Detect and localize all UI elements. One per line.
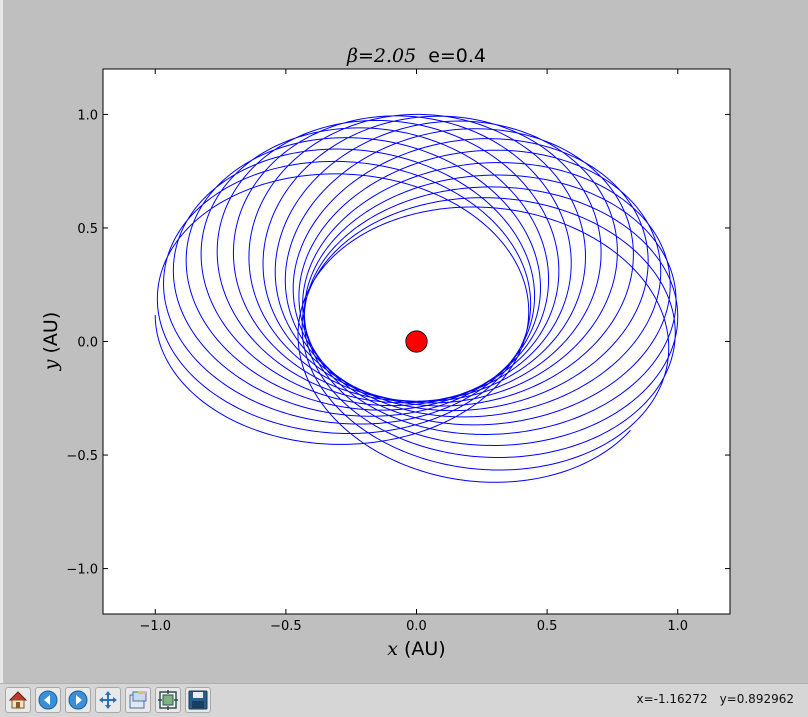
x-axis-label: x (AU) — [387, 638, 445, 660]
save-floppy-icon — [188, 690, 208, 710]
y-tick-label: 0.0 — [77, 336, 98, 351]
back-arrow-icon — [38, 690, 58, 710]
y-axis-label-var: y — [40, 359, 62, 371]
central-star — [405, 330, 428, 353]
y-tick-label: −1.0 — [66, 563, 98, 578]
orbit-series — [154, 113, 679, 483]
x-tick-label: −0.5 — [270, 619, 302, 634]
y-tick-label: 0.5 — [77, 222, 98, 237]
home-icon — [8, 691, 28, 709]
y-axis-ticks: −1.0 −0.5 0.0 0.5 1.0 — [66, 108, 730, 578]
pan-move-icon — [99, 691, 117, 709]
chart-title: β=2.05 e=0.4 — [346, 45, 486, 67]
configure-subplots-icon — [158, 690, 178, 710]
forward-button[interactable] — [65, 687, 91, 713]
plot-canvas[interactable]: −1.0 −0.5 0.0 0.5 1.0 −1.0 −0.5 0.0 0.5 1.0 β=2.… — [0, 0, 808, 683]
cursor-y-readout: y=0.892962 — [719, 692, 794, 706]
x-axis-ticks: −1.0 −0.5 0.0 0.5 1.0 — [139, 69, 688, 634]
x-axis-label-var: x — [387, 638, 398, 660]
save-button[interactable] — [185, 687, 211, 713]
cursor-x-readout: x=-1.16272 — [636, 692, 708, 706]
navigation-toolbar: x=-1.16272 y=0.892962 — [0, 683, 808, 717]
x-tick-label: 0.0 — [406, 619, 427, 634]
x-tick-label: −1.0 — [139, 619, 171, 634]
x-tick-label: 1.0 — [667, 619, 688, 634]
x-tick-label: 0.5 — [537, 619, 558, 634]
figure-window: −1.0 −0.5 0.0 0.5 1.0 −1.0 −0.5 0.0 0.5 1.0 β=2.… — [0, 0, 808, 683]
back-button[interactable] — [35, 687, 61, 713]
zoom-button[interactable] — [125, 687, 151, 713]
chart-title-text: e=0.4 — [428, 45, 486, 67]
window-edge — [0, 0, 3, 683]
y-axis-label-unit: (AU) — [40, 312, 62, 354]
pan-button[interactable] — [95, 687, 121, 713]
y-tick-label: −0.5 — [66, 449, 98, 464]
home-button[interactable] — [5, 687, 31, 713]
cursor-coordinates: x=-1.16272 y=0.892962 — [624, 692, 794, 706]
orbit-path — [154, 113, 679, 483]
forward-arrow-icon — [68, 690, 88, 710]
zoom-rect-icon — [129, 691, 147, 709]
y-axis-label: y (AU) — [40, 312, 62, 371]
subplots-button[interactable] — [155, 687, 181, 713]
x-axis-label-unit: (AU) — [404, 638, 446, 660]
y-tick-label: 1.0 — [77, 108, 98, 123]
chart-title-math: β=2.05 — [346, 45, 416, 67]
